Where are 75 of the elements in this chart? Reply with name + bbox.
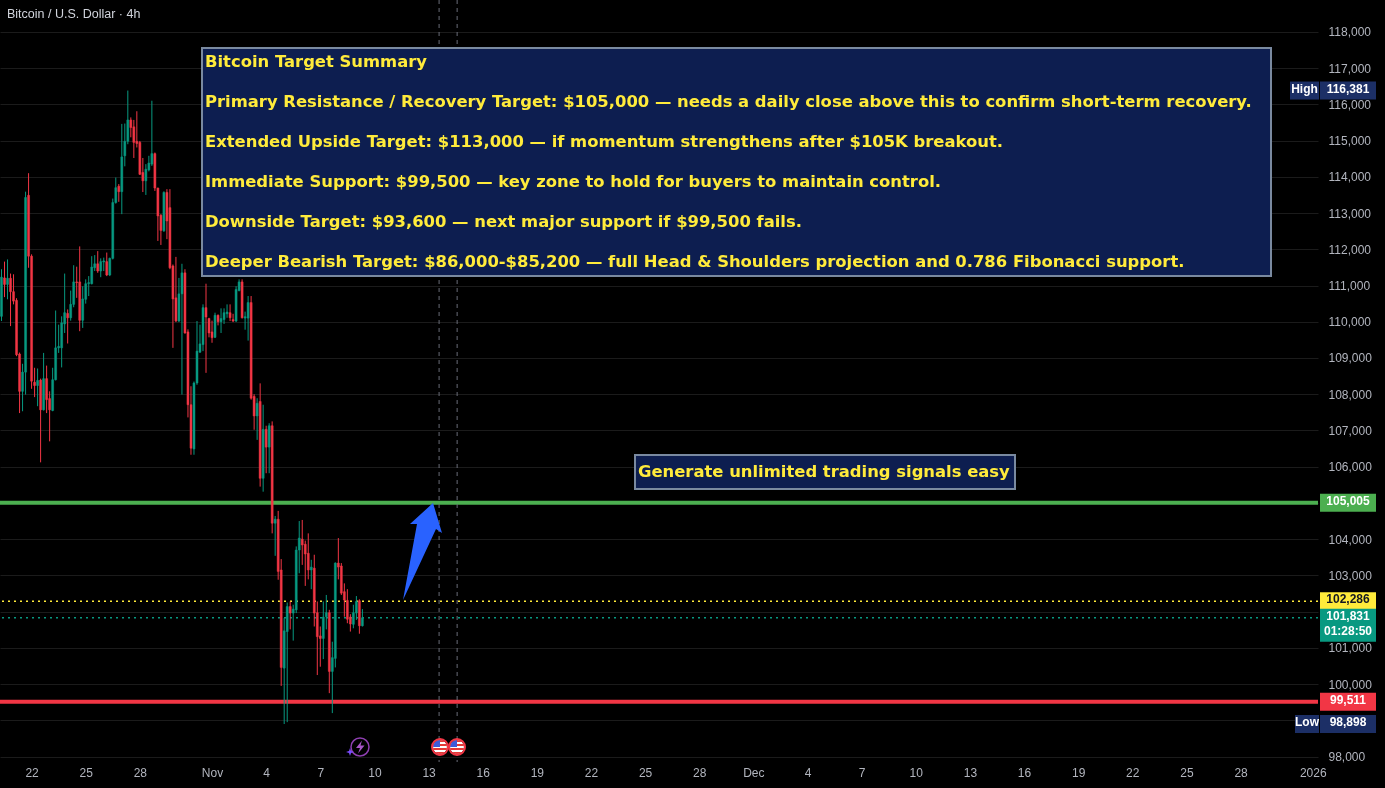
x-tick-label: 10 [909,765,924,780]
candlestick [288,600,292,630]
x-tick-label: 25 [1180,765,1194,780]
x-tick-label: 16 [476,765,491,780]
text-box: Generate unlimited trading signals easy [634,454,1016,490]
y-tick-label: 109,000 [1328,351,1373,366]
candlestick [255,397,259,441]
x-tick-label: 13 [422,765,437,780]
y-tick-label: 116,000 [1328,97,1372,112]
x-tick-label: 28 [693,765,707,780]
annotation: Bitcoin Target Summary [205,51,428,73]
y-tick-label: 117,000 [1328,61,1372,76]
x-tick-label: 22 [1126,765,1140,780]
x-tick-label: 7 [858,765,866,780]
x-tick-label: 2026 [1299,765,1327,780]
x-tick-label: 28 [133,765,148,780]
y-tick-label: 107,000 [1328,423,1373,438]
x-tick-label: 13 [963,765,978,780]
annotation: Extended Upside Target: $113,000 — if momentum strengthens after $105K breakout. [205,131,1004,153]
x-tick-label: 4 [263,765,271,780]
y-tick-label: 115,000 [1328,134,1372,149]
y-tick-label: 112,000 [1328,242,1372,257]
ref-line-label: 99,511 [1329,692,1367,707]
y-tick-label: 118,000 [1328,25,1372,40]
y-tick-label: 106,000 [1328,460,1373,475]
x-tick-label: 28 [1234,765,1249,780]
candlestick [3,261,6,298]
y-tick-label: 98,000 [1328,750,1366,765]
y-tick-label: 111,000 [1328,279,1371,294]
candlestick [210,320,214,344]
candlestick [150,100,154,167]
annotation: Generate unlimited trading signals easy [638,461,1010,483]
x-tick-label: Dec [743,765,765,780]
x-tick-label: 25 [638,765,653,780]
annotation: Downside Target: $93,600 — next major support if $99,500 fails. [205,211,803,233]
candlestick [228,303,232,322]
y-tick-label: 103,000 [1328,568,1373,583]
candlestick [264,425,268,474]
candlestick [246,295,250,342]
text: 98,898 [1329,715,1367,730]
y-tick-label: 100,000 [1328,677,1373,692]
text: Bitcoin / U.S. Dollar · 4h [7,7,141,21]
text: 116,381 [1326,81,1370,96]
candlestick [66,308,69,344]
x-tick-label: 4 [804,765,812,780]
x-tick-label: 16 [1017,765,1032,780]
annotation: High [1291,81,1318,96]
y-tick-label: 110,000 [1328,315,1372,330]
x-tick-label: 22 [584,765,599,780]
x-tick-label: 10 [368,765,382,780]
ref-line-label: 102,286 [1326,592,1371,607]
candlestick [273,515,277,557]
y-tick-label: 113,000 [1328,206,1372,221]
candlestick [9,273,12,327]
x-tick-label: 19 [530,765,545,780]
x-tick-label: Nov [201,765,224,780]
candlestick [36,368,39,407]
x-tick-label: 22 [25,765,40,780]
candlestick [6,258,9,300]
annotation: Primary Resistance / Recovery Target: $105,000 — needs a daily close above this to confirm short-term recovery. [205,91,1253,113]
y-tick-label: 101,000 [1328,641,1373,656]
candlestick [310,559,313,590]
candlestick [144,163,148,196]
x-tick-label: 25 [79,765,94,780]
ref-line-label: 101,831 01:28:50 [1323,608,1373,638]
x-tick-label: 7 [317,765,325,780]
y-tick-label: 104,000 [1328,532,1373,547]
ref-line-label: 105,005 [1326,493,1371,508]
annotation: Deeper Bearish Target: $86,000-$85,200 — full Head & Shoulders projection and 0.786 Fibonacci support. [205,251,1186,273]
candlestick [99,257,102,278]
annotation: Immediate Support: $99,500 — key zone to hold for buyers to maintain control. [205,171,943,193]
y-tick-label: 114,000 [1328,170,1372,185]
annotation: Low [1295,715,1320,730]
x-tick-label: 19 [1071,765,1086,780]
y-tick-label: 108,000 [1328,387,1373,402]
